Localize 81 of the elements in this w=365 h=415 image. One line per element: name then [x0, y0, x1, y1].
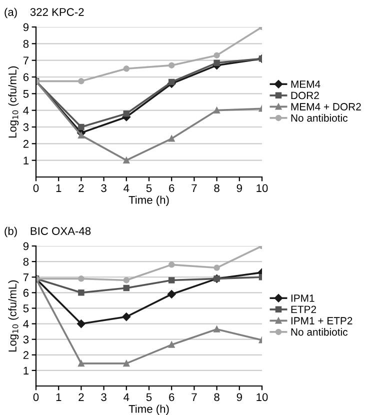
- point: [214, 60, 220, 66]
- y-tick-label: 9: [23, 23, 29, 32]
- x-tick-label: 10: [256, 393, 268, 402]
- y-tick-label: 4: [23, 320, 29, 328]
- point: [168, 277, 175, 284]
- y-tick-label: 9: [23, 242, 29, 250]
- x-tick-label: 2: [78, 393, 84, 401]
- legend-label: No antibiotic: [291, 114, 348, 122]
- point: [214, 264, 220, 271]
- y-tick-label: 8: [23, 258, 29, 266]
- x-tick-label: 0: [33, 393, 39, 402]
- point: [168, 136, 175, 142]
- legend-label: DOR2: [291, 92, 319, 100]
- point: [122, 312, 131, 321]
- x-axis-title: Time (h): [128, 196, 169, 206]
- point: [77, 320, 86, 328]
- x-tick-label: 1: [56, 393, 62, 401]
- y-tick-label: 5: [23, 90, 29, 98]
- line-series: [36, 27, 262, 84]
- x-tick-label: 4: [124, 184, 130, 192]
- point: [78, 276, 84, 282]
- point: [78, 290, 84, 296]
- point: [78, 132, 84, 138]
- y-tick-label: 2: [23, 351, 28, 359]
- point: [168, 262, 175, 268]
- x-tick-label: 8: [214, 184, 220, 192]
- y-tick-label: 3: [23, 336, 29, 344]
- point: [214, 107, 220, 114]
- point: [123, 110, 130, 117]
- y-axis-title: Log$_{10}$ (cfu/mL): [8, 280, 19, 352]
- legend-label: IPM1 + ETP2: [291, 317, 352, 324]
- x-tick-label: 9: [236, 393, 242, 402]
- point: [123, 277, 130, 284]
- point: [78, 78, 84, 84]
- y-tick-label: 6: [23, 73, 29, 82]
- y-tick-label: 1: [24, 156, 29, 164]
- chart-title: (b) BIC OXA-48: [4, 226, 91, 238]
- y-tick-label: 3: [23, 123, 29, 132]
- x-tick-label: 10: [256, 184, 268, 192]
- point: [167, 290, 176, 298]
- x-tick-label: 6: [169, 184, 174, 192]
- point: [168, 342, 175, 348]
- y-axis-title: Log$_{10}$ (cfu/mL): [8, 66, 19, 138]
- point: [168, 62, 175, 68]
- x-tick-label: 2: [78, 184, 84, 192]
- x-tick-label: 0: [33, 184, 39, 192]
- legend-label: MEM4 + DOR2: [291, 103, 361, 110]
- x-tick-label: 4: [124, 393, 130, 401]
- y-tick-label: 4: [23, 106, 29, 114]
- point: [78, 360, 84, 367]
- x-tick-label: 6: [169, 393, 174, 402]
- x-tick-label: 3: [101, 184, 106, 192]
- y-tick-label: 8: [23, 40, 29, 48]
- x-axis-title: Time (h): [128, 404, 169, 415]
- x-tick-label: 5: [146, 393, 152, 402]
- y-tick-label: 1: [24, 366, 29, 374]
- x-tick-label: 5: [146, 184, 152, 192]
- legend-label: ETP2: [291, 306, 316, 314]
- x-tick-label: 8: [214, 393, 220, 402]
- x-tick-label: 3: [101, 393, 106, 402]
- point: [123, 66, 130, 72]
- y-tick-label: 6: [23, 288, 29, 297]
- point: [78, 124, 84, 130]
- point: [123, 284, 130, 292]
- x-tick-label: 1: [56, 184, 62, 192]
- y-tick-label: 7: [23, 56, 28, 64]
- y-tick-label: 7: [23, 273, 28, 282]
- x-tick-label: 9: [236, 184, 242, 192]
- point: [123, 157, 130, 164]
- legend-label: IPM1: [291, 294, 314, 302]
- legend-label: MEM4: [291, 80, 320, 88]
- x-tick-label: 7: [192, 393, 197, 401]
- y-tick-label: 5: [23, 304, 29, 312]
- line-series: [36, 246, 262, 284]
- chart-title: (a) 322 KPC-2: [4, 8, 84, 18]
- y-tick-label: 2: [23, 140, 28, 148]
- legend-label: No antibiotic: [291, 328, 348, 336]
- point: [123, 360, 130, 367]
- point: [168, 78, 175, 86]
- point: [214, 52, 220, 58]
- x-tick-label: 7: [192, 184, 197, 192]
